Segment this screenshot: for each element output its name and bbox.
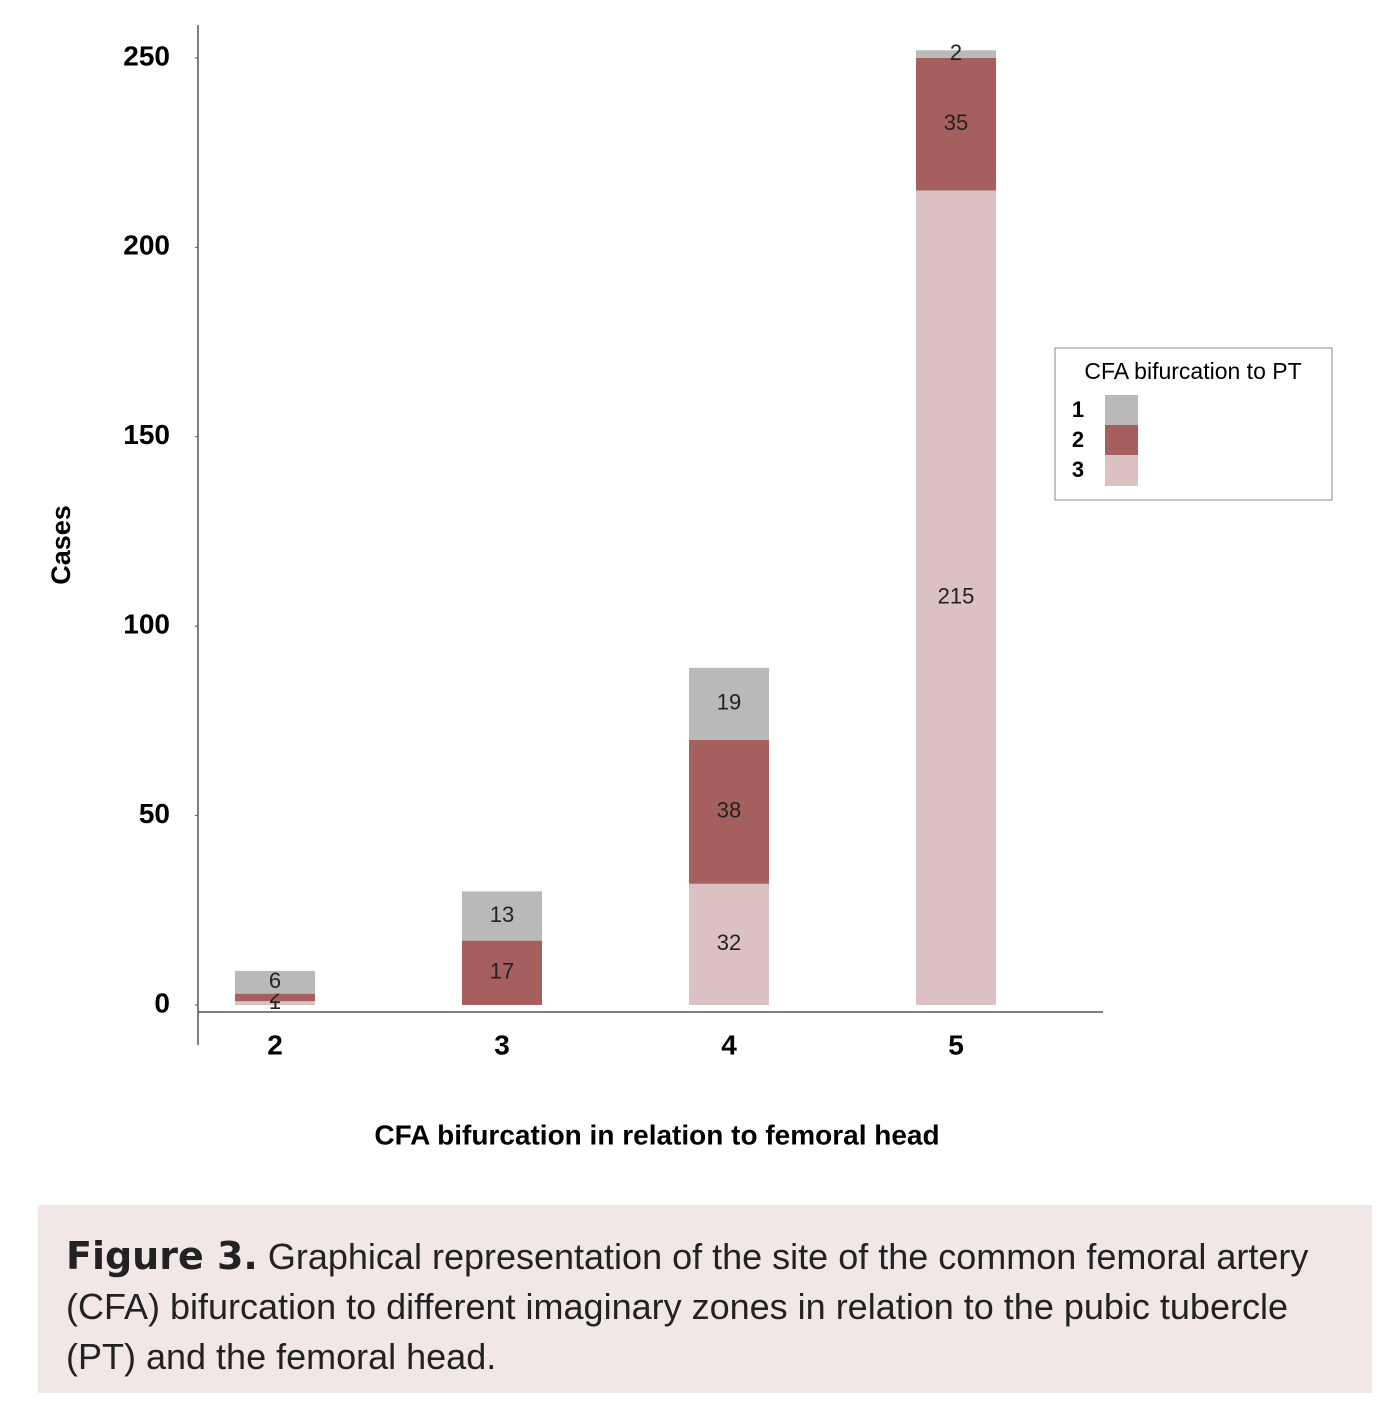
y-tick-label: 250 xyxy=(123,40,170,71)
value-label: 17 xyxy=(490,959,514,984)
bar-segment xyxy=(689,883,769,1005)
bar-segment xyxy=(462,891,542,941)
bar-segment xyxy=(235,970,315,994)
legend-swatch xyxy=(1105,425,1138,456)
legend-box xyxy=(1054,347,1333,501)
caption: Figure 3. Graphical representation of th… xyxy=(38,1205,1372,1393)
caption-label: Figure 3. xyxy=(66,1234,258,1278)
bar-segment xyxy=(916,57,996,191)
value-label: 32 xyxy=(717,930,741,955)
legend-label: 3 xyxy=(1072,457,1084,482)
legend-swatch xyxy=(1105,455,1138,486)
bar-segment xyxy=(462,940,542,1005)
x-tick-label: 5 xyxy=(948,1029,964,1060)
bar-segment xyxy=(916,50,996,58)
y-tick-label: 100 xyxy=(123,609,170,640)
x-tick-label: 3 xyxy=(494,1029,510,1060)
x-tick-label: 2 xyxy=(267,1029,283,1060)
y-tick-label: 0 xyxy=(154,987,170,1018)
y-tick-label: 200 xyxy=(123,230,170,261)
y-axis-label: Cases xyxy=(46,505,76,585)
y-tick-label: 150 xyxy=(123,419,170,450)
legend-label: 1 xyxy=(1072,397,1084,422)
bar-segment xyxy=(689,667,769,740)
bar-segment xyxy=(689,739,769,884)
legend-label: 2 xyxy=(1072,427,1084,452)
value-label: 13 xyxy=(490,902,514,927)
value-label: 38 xyxy=(717,798,741,823)
value-label: 215 xyxy=(938,584,975,609)
value-label: 6 xyxy=(269,968,281,993)
bar-segment xyxy=(235,1001,315,1005)
bar-segment xyxy=(235,993,315,1002)
value-label: 19 xyxy=(717,690,741,715)
chart: Cases CFA bifurcation in relation to fem… xyxy=(46,25,1333,1150)
value-label: 35 xyxy=(944,110,968,135)
bar-segment xyxy=(916,190,996,1005)
x-tick-label: 4 xyxy=(721,1029,737,1060)
y-tick-label: 50 xyxy=(139,798,170,829)
legend-swatch xyxy=(1105,395,1138,426)
value-label: 2 xyxy=(950,40,962,65)
x-axis-label: CFA bifurcation in relation to femoral h… xyxy=(374,1119,939,1150)
legend-title: CFA bifurcation to PT xyxy=(1084,358,1301,384)
caption-text: Graphical representation of the site of … xyxy=(66,1236,1309,1377)
